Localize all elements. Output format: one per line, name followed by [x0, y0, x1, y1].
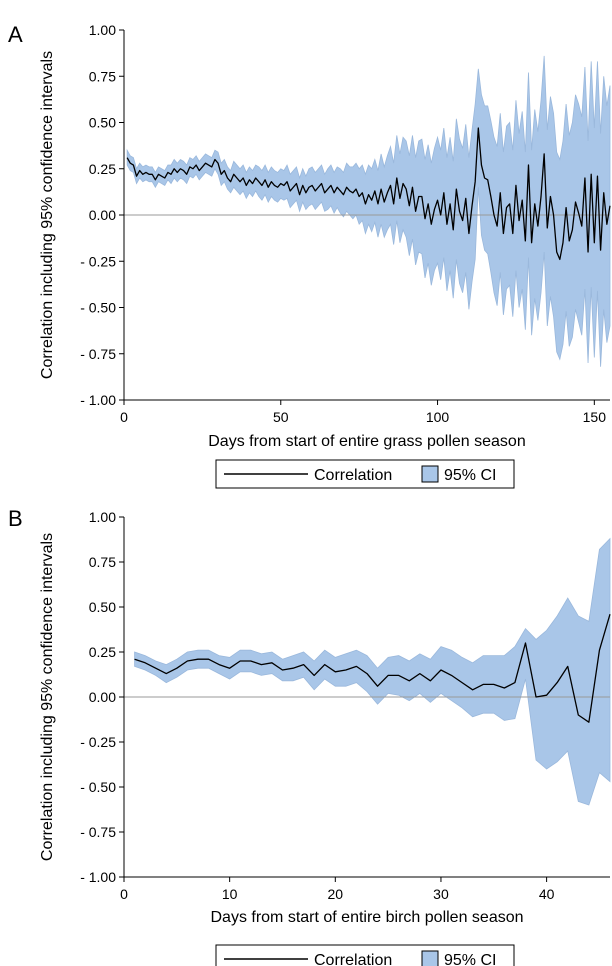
y-tick-label: 0.25: [89, 644, 116, 660]
legend-label-correlation: Correlation: [314, 952, 392, 966]
y-tick-label: 0.75: [89, 68, 116, 84]
panel-letter: A: [8, 22, 23, 47]
x-tick-label: 150: [583, 409, 607, 425]
legend-box: [215, 944, 515, 966]
x-tick-label: 0: [120, 409, 128, 425]
y-tick-label: 0.00: [89, 689, 116, 705]
y-tick-label: 1.00: [89, 22, 116, 38]
y-tick-label: 0.50: [89, 115, 116, 131]
y-axis-title: Correlation including 95% confidence int…: [39, 533, 56, 861]
x-axis-title: Days from start of entire grass pollen s…: [208, 433, 525, 450]
y-tick-label: - 0.75: [80, 346, 116, 362]
y-tick-label: - 1.00: [80, 392, 116, 408]
y-tick-label: 0.75: [89, 554, 116, 570]
panel-a: 1.00 0.75 0.50 0.25 0.00 - 0.25 - 0.50 - 0.75 - …: [8, 22, 611, 489]
correlation-line: [134, 614, 611, 723]
legend-band-swatch: [421, 465, 439, 483]
legend-band-swatch: [421, 950, 439, 966]
chart-svg: 1.00 0.75 0.50 0.25 0.00 - 0.25 - 0.50 - 0.75 - …: [8, 506, 611, 966]
y-tick-label: 0.00: [89, 207, 116, 223]
y-tick-label: - 0.50: [80, 300, 116, 316]
x-tick-label: 10: [222, 886, 238, 902]
correlation-line: [126, 127, 611, 261]
x-tick-label: 40: [539, 886, 555, 902]
chart-svg: 1.00 0.75 0.50 0.25 0.00 - 0.25 - 0.50 - 0.75 - …: [8, 22, 611, 489]
ci-band: [126, 55, 611, 367]
y-axis-title: Correlation including 95% confidence int…: [39, 51, 56, 379]
x-tick-label: 20: [328, 886, 344, 902]
x-tick-label: 30: [433, 886, 449, 902]
legend-label-ci: 95% CI: [444, 952, 496, 966]
legend-label-ci: 95% CI: [444, 467, 496, 484]
y-tick-label: - 1.00: [80, 869, 116, 885]
ci-band: [134, 537, 611, 806]
y-tick-label: 1.00: [89, 509, 116, 525]
y-tick-label: 0.25: [89, 161, 116, 177]
panel-b: 1.00 0.75 0.50 0.25 0.00 - 0.25 - 0.50 - 0.75 - …: [0, 490, 612, 966]
x-tick-label: 0: [120, 886, 128, 902]
y-tick-label: 0.50: [89, 599, 116, 615]
legend: Correlation 95% CI: [215, 459, 515, 489]
x-axis-title: Days from start of entire birch pollen s…: [210, 909, 523, 926]
legend: Correlation 95% CI: [215, 944, 515, 966]
y-tick-label: - 0.75: [80, 824, 116, 840]
x-tick-label: 100: [426, 409, 450, 425]
y-tick-label: - 0.50: [80, 779, 116, 795]
y-tick-label: - 0.25: [80, 253, 116, 269]
y-tick-label: - 0.25: [80, 734, 116, 750]
legend-label-correlation: Correlation: [314, 467, 392, 484]
panel-letter: B: [8, 506, 23, 531]
x-tick-label: 50: [273, 409, 289, 425]
